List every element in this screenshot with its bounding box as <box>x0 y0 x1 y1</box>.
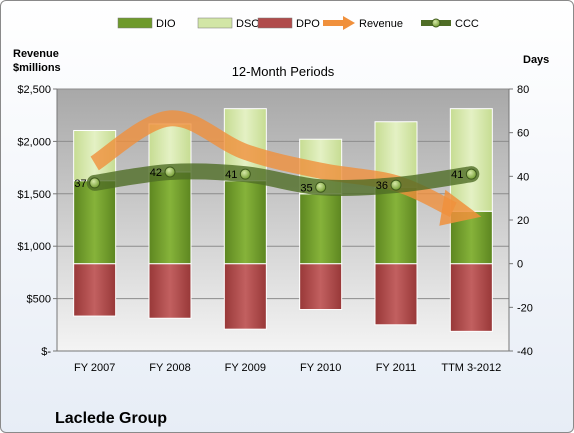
legend-label-revenue: Revenue <box>359 18 403 30</box>
ccc-data-label: 42 <box>150 167 162 179</box>
right-tick-label: 60 <box>517 128 529 140</box>
ccc-data-label: 35 <box>300 182 312 194</box>
ccc-marker <box>239 168 251 180</box>
legend-swatch-dso <box>197 17 233 29</box>
left-tick-label: $1,500 <box>17 189 51 201</box>
right-tick-label: 80 <box>517 84 529 96</box>
legend-swatch-ccc-marker <box>431 18 441 28</box>
ccc-data-label: 36 <box>376 180 388 192</box>
right-axis-title: Days <box>523 54 549 66</box>
ccc-series: 37 42 41 35 36 41 <box>74 163 480 196</box>
ccc-data-label: 41 <box>451 169 463 181</box>
revenue-arrowhead <box>439 189 482 226</box>
bar-dpo <box>374 263 418 326</box>
legend-swatch-revenue-head <box>343 16 355 30</box>
category-label: FY 2010 <box>300 362 341 374</box>
bar-dpo <box>449 263 493 332</box>
ccc-marker <box>89 177 101 189</box>
right-tick-label: 20 <box>517 215 529 227</box>
category-label: FY 2011 <box>376 362 417 374</box>
bar-dpo <box>148 263 192 319</box>
axes: $- $500 $1,000 $1,500 $2,000 $2,500 -40 -20 0 20 4… <box>17 84 533 374</box>
bar-dpo <box>73 263 117 317</box>
chart-title: 12-Month Periods <box>232 64 335 79</box>
ccc-data-label: 37 <box>74 178 86 190</box>
left-axis-title-line-1: Revenue <box>13 48 59 60</box>
legend-swatch-dio <box>117 17 153 29</box>
company-name: Laclede Group <box>55 410 167 427</box>
bar-dio <box>73 180 117 265</box>
category-label: FY 2008 <box>149 362 190 374</box>
legend-label-dso: DSO <box>236 18 260 30</box>
left-tick-label: $2,000 <box>17 136 51 148</box>
bar-dpo <box>223 263 267 330</box>
ccc-line <box>86 163 480 196</box>
bar-dio <box>374 186 418 265</box>
legend-swatch-dpo <box>257 17 293 29</box>
bar-dso <box>449 108 493 212</box>
bar-dio <box>299 193 343 265</box>
category-label: FY 2007 <box>74 362 115 374</box>
left-axis-title-line-2: $millions <box>13 62 61 74</box>
ccc-data-label: 41 <box>225 169 237 181</box>
ccc-marker <box>465 168 477 180</box>
category-label: FY 2009 <box>225 362 266 374</box>
right-tick-label: -20 <box>517 302 533 314</box>
legend-label-ccc: CCC <box>455 18 479 30</box>
bars <box>73 108 493 332</box>
bar-dpo <box>299 263 343 311</box>
right-tick-label: 40 <box>517 171 529 183</box>
bar-dio <box>223 180 267 265</box>
legend: DIO DSO DPO Revenue CCC <box>117 16 479 30</box>
left-tick-label: $1,000 <box>17 241 51 253</box>
ccc-marker <box>164 166 176 178</box>
legend-label-dpo: DPO <box>296 18 320 30</box>
category-label: TTM 3-2012 <box>441 362 501 374</box>
left-tick-label: $2,500 <box>17 84 51 96</box>
left-tick-label: $500 <box>27 294 51 306</box>
left-tick-label: $- <box>41 346 51 358</box>
right-tick-label: -40 <box>517 346 533 358</box>
bar-dio <box>148 171 192 265</box>
ccc-marker <box>315 181 327 193</box>
ccc-marker <box>390 179 402 191</box>
legend-label-dio: DIO <box>156 18 176 30</box>
right-tick-label: 0 <box>517 259 523 271</box>
